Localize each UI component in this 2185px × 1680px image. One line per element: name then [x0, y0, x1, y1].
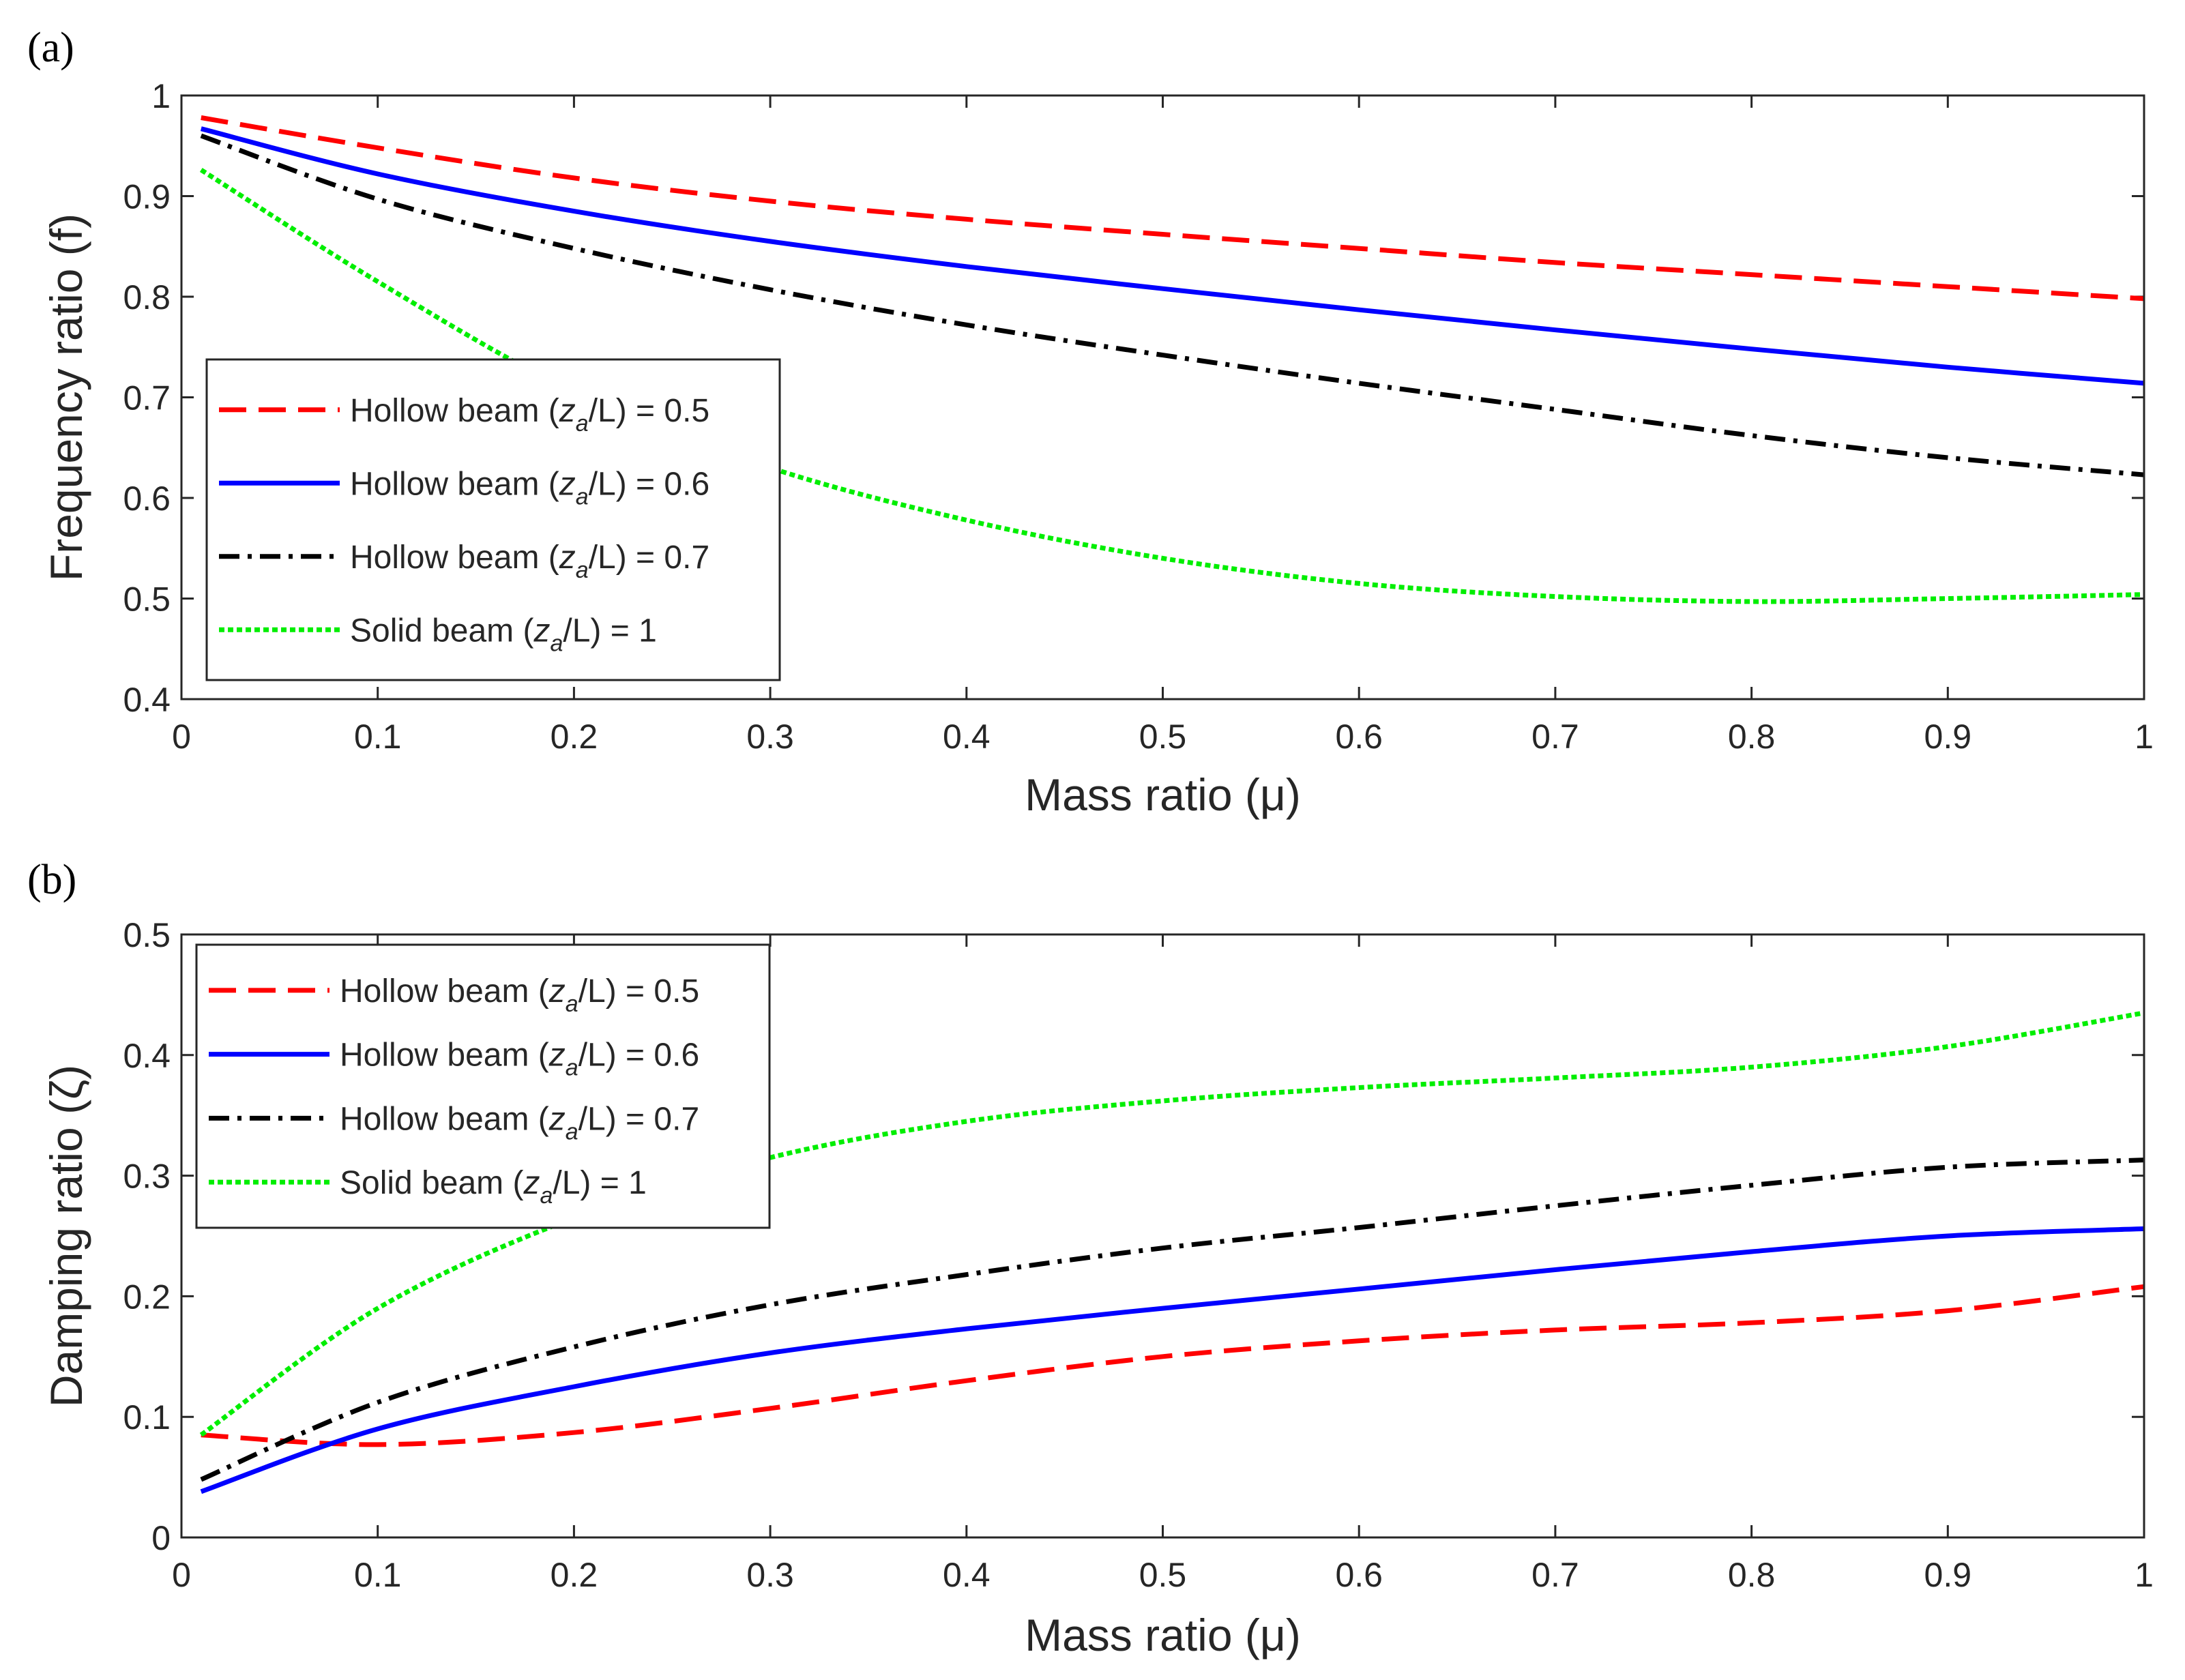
- legend-entry-2: Hollow beam (za/L) = 0.7: [350, 540, 709, 583]
- axes-frame: [180, 933, 2145, 1539]
- x-tick-label: 0.8: [1728, 1556, 1776, 1594]
- x-tick-label: 1: [2135, 718, 2154, 756]
- legend-text-part: a: [566, 991, 578, 1017]
- x-tick-label: 0.4: [943, 1556, 991, 1594]
- x-axis-label: Mass ratio (μ): [1025, 1610, 1301, 1660]
- x-tick-label: 0: [172, 718, 191, 756]
- y-axis-label: Frequency ratio (f): [41, 213, 91, 581]
- x-tick-label: 0.1: [354, 718, 402, 756]
- y-axis-label: Damping ratio (ζ): [41, 1065, 91, 1407]
- legend-text-part: /L) = 0.5: [589, 393, 709, 429]
- legend-entry-1: Hollow beam (za/L) = 0.6: [350, 466, 709, 510]
- legend-text-part: a: [576, 557, 589, 583]
- y-tick-label: 0.8: [123, 278, 171, 316]
- y-tick-label: 0: [151, 1519, 171, 1557]
- legend-text-part: a: [540, 1183, 553, 1209]
- x-tick-label: 0.6: [1335, 718, 1383, 756]
- legend-text-part: a: [550, 630, 563, 656]
- series-line-3: [199, 168, 2145, 604]
- legend-entry-0: Hollow beam (za/L) = 0.5: [350, 393, 709, 437]
- legend-text-part: Solid beam (: [350, 613, 533, 649]
- series-line-0: [201, 1284, 2145, 1447]
- y-tick-label: 0.5: [123, 580, 171, 619]
- x-tick-label: 0.2: [551, 1556, 598, 1594]
- series-line-1: [200, 126, 2145, 386]
- series-line-0: [201, 115, 2145, 301]
- legend-entry-1: Hollow beam (za/L) = 0.6: [340, 1037, 699, 1081]
- legend-box: [205, 358, 781, 681]
- legend-entry-3: Solid beam (za/L) = 1: [350, 613, 657, 656]
- x-axis-label: Mass ratio (μ): [1025, 769, 1301, 820]
- legend-text-part: Hollow beam (: [340, 1101, 549, 1137]
- series-line-1: [200, 1226, 2145, 1494]
- x-tick-label: 0.9: [1924, 1556, 1972, 1594]
- x-tick-label: 0.8: [1728, 718, 1776, 756]
- series-line-3: [199, 1010, 2145, 1437]
- y-tick-label: 0.5: [123, 916, 171, 954]
- legend-text-part: z: [559, 466, 576, 502]
- y-tick-label: 0.9: [123, 178, 171, 216]
- legend-text-part: a: [566, 1055, 578, 1081]
- legend-entry-3: Solid beam (za/L) = 1: [340, 1165, 647, 1209]
- x-tick-label: 0.4: [943, 718, 991, 756]
- legend-text-part: Hollow beam (: [350, 466, 559, 502]
- panel-label: (b): [27, 857, 76, 903]
- legend-text-part: /L) = 0.6: [589, 466, 709, 502]
- legend-text-part: z: [559, 540, 576, 576]
- legend-text-part: z: [533, 613, 550, 649]
- legend-text-part: z: [548, 1101, 566, 1137]
- x-tick-label: 0.7: [1531, 718, 1579, 756]
- y-tick-label: 0.3: [123, 1158, 171, 1196]
- legend-text-part: Hollow beam (: [350, 393, 559, 429]
- y-tick-label: 0.4: [123, 1037, 171, 1075]
- legend-text-part: a: [566, 1119, 578, 1145]
- x-tick-label: 0.5: [1139, 718, 1187, 756]
- y-tick-label: 0.4: [123, 681, 171, 719]
- series-line-2: [200, 1158, 2145, 1482]
- legend-text-part: a: [576, 484, 589, 510]
- legend-entry-0: Hollow beam (za/L) = 0.5: [340, 973, 699, 1017]
- x-tick-label: 0.3: [746, 718, 794, 756]
- x-tick-label: 0.2: [551, 718, 598, 756]
- legend-text-part: Hollow beam (: [340, 973, 549, 1010]
- legend-text-part: /L) = 0.5: [578, 973, 699, 1010]
- legend-text-part: /L) = 1: [553, 1165, 646, 1201]
- legend-text-part: /L) = 0.7: [589, 540, 709, 576]
- panel-label: (a): [27, 25, 74, 71]
- legend-text-part: Hollow beam (: [350, 540, 559, 576]
- legend-text-part: z: [559, 393, 576, 429]
- legend-text-part: z: [548, 973, 566, 1010]
- legend-text-part: /L) = 0.6: [578, 1037, 699, 1074]
- x-tick-label: 0.6: [1335, 1556, 1383, 1594]
- legend-text-part: /L) = 0.7: [578, 1101, 699, 1137]
- legend-text-part: a: [576, 411, 589, 437]
- x-tick-label: 0.7: [1531, 1556, 1579, 1594]
- series-line-2: [200, 133, 2145, 477]
- legend-text-part: Solid beam (: [340, 1165, 523, 1201]
- legend-text-part: z: [523, 1165, 540, 1201]
- x-tick-label: 0: [172, 1556, 191, 1594]
- legend-text-part: /L) = 1: [563, 613, 656, 649]
- x-tick-label: 0.5: [1139, 1556, 1187, 1594]
- y-tick-label: 1: [151, 77, 171, 115]
- y-tick-label: 0.1: [123, 1398, 171, 1436]
- legend-text-part: Hollow beam (: [340, 1037, 549, 1074]
- x-tick-label: 0.1: [354, 1556, 402, 1594]
- y-tick-label: 0.6: [123, 480, 171, 518]
- x-tick-label: 0.9: [1924, 718, 1972, 756]
- x-tick-label: 0.3: [746, 1556, 794, 1594]
- chart-panel-a: (a) 0 0.1 0.2 0.3 0.4 0.5 0.6 0.7 0.8 0.9 1 0.4 0.5 0.…: [27, 25, 2154, 820]
- y-tick-label: 0.2: [123, 1278, 171, 1316]
- y-tick-label: 0.7: [123, 379, 171, 417]
- legend-text-part: z: [548, 1037, 566, 1074]
- axes-frame: [180, 94, 2145, 701]
- legend-entry-2: Hollow beam (za/L) = 0.7: [340, 1101, 699, 1145]
- x-tick-label: 1: [2135, 1556, 2154, 1594]
- chart-panel-b: (b) 0 0.1 0.2 0.3 0.4 0.5 0.6 0.7 0.8 0.9 1 0 0.1 0.2 0…: [27, 857, 2154, 1660]
